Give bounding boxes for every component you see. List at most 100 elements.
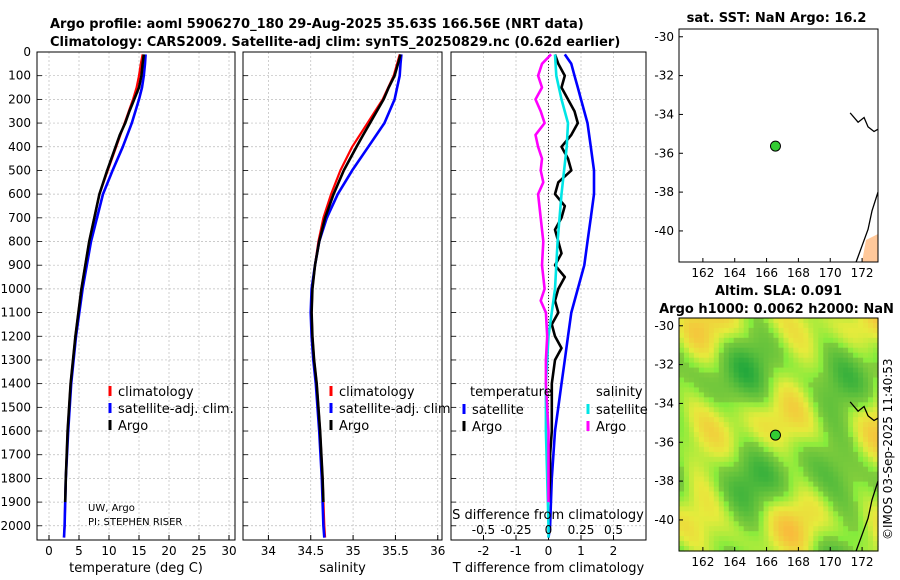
sla-cell [833,471,839,478]
sla-cell [698,318,705,324]
sla-cell [858,342,864,349]
sla-cell [873,446,879,453]
sla-cell [708,367,715,374]
sla-cell [873,491,879,498]
sla-cell [738,357,745,364]
sla-cell [783,456,790,463]
sla-cell [858,451,864,458]
sla-cell [703,501,710,507]
sla-cell [763,318,770,324]
sla-cell [758,422,765,428]
sla-cell [718,441,725,448]
sla-cell [838,531,844,537]
sla-cell [808,352,814,359]
sla-cell [793,377,799,384]
sla-cell [788,521,795,527]
sla-cell [718,511,725,517]
sla-cell [853,456,859,463]
sla-cell [863,327,869,334]
sla-cell [698,387,705,393]
xtick-label: -2 [478,544,490,558]
map-ytick-label: -36 [654,146,674,160]
sla-cell [788,531,795,537]
sla-cell [723,327,730,334]
sla-cell [808,456,814,463]
sla-cell [733,367,740,374]
sla-cell [778,481,785,488]
sla-cell [748,461,755,468]
sla-cell [788,427,795,433]
sla-cell [723,387,730,393]
sla-cell [793,432,799,438]
sla-cell [823,367,829,374]
sla-cell [848,332,854,339]
sla-cell [828,456,834,463]
sla-cell [713,446,720,453]
sla-cell [708,511,715,517]
sla-cell [863,541,869,547]
sla-cell [838,466,844,473]
sla-cell [788,392,795,398]
sla-cell [858,511,864,517]
sla-cell [868,541,874,547]
sla-cell [803,417,809,423]
sla-cell [793,451,799,458]
sla-cell [733,521,740,527]
sla-cell [738,471,745,478]
sla-cell [679,496,685,503]
sla-cell [798,461,804,468]
sla-cell [773,541,780,547]
map-title: sat. SST: NaN Argo: 16.2 [687,11,867,26]
sla-cell [733,397,740,403]
sla-cell [808,496,814,503]
sla-cell [778,397,785,403]
sla-cell [788,437,795,443]
sla-cell [748,446,755,453]
sla-cell [808,432,814,438]
plot-area [37,52,235,540]
sla-cell [778,412,785,418]
sla-cell [848,372,854,379]
sla-cell [758,501,765,507]
sla-cell [723,441,730,448]
sla-cell [718,496,725,503]
sla-cell [738,541,745,547]
sla-cell [808,441,814,448]
ytick-label: 1600 [0,424,31,438]
sla-cell [753,372,760,379]
map-xtick-label: 162 [691,555,714,569]
sla-cell [743,417,750,423]
sla-cell [708,337,715,344]
sla-cell [684,323,690,329]
sla-cell [743,432,750,438]
ytick-label: 400 [8,140,31,154]
sla-cell [723,422,730,428]
sla-cell [689,362,695,369]
sla-cell [853,362,859,369]
sla-cell [763,357,770,364]
sla-cell [713,476,720,483]
sla-cell [763,372,770,379]
sla-cell [748,372,755,379]
sla-cell [748,466,755,473]
sla-cell [743,531,750,537]
sla-cell [713,327,720,334]
sla-cell [788,491,795,498]
sla-cell [733,506,740,512]
sla-cell [679,412,685,418]
sla-cell [828,451,834,458]
sla-cell [763,392,770,398]
sla-cell [758,347,765,354]
sla-cell [863,422,869,428]
sla-cell [679,417,685,423]
sla-cell [843,531,849,537]
sla-cell [833,417,839,423]
sla-cell [693,471,700,478]
sla-cell [723,476,730,483]
sla-cell [788,367,795,374]
sla-cell [783,407,790,413]
sla-cell [718,387,725,393]
sla-cell [684,481,690,488]
sla-cell [813,521,819,527]
sla-cell [698,337,705,344]
